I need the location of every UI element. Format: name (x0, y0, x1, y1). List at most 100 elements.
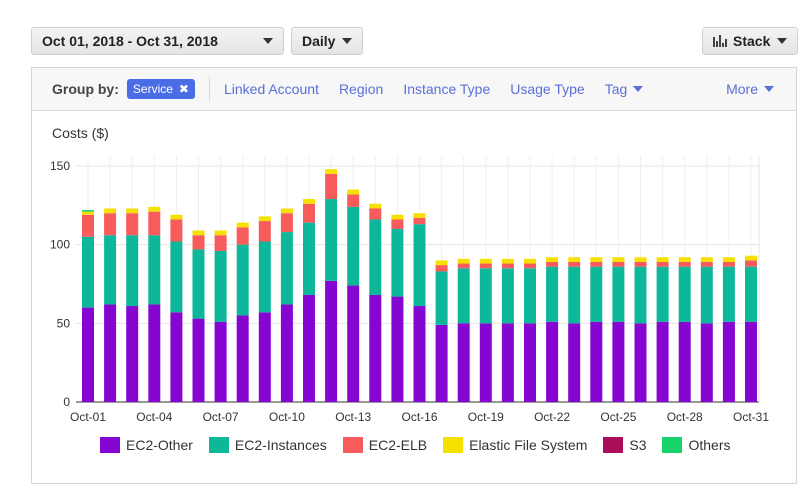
bar-segment (634, 323, 647, 402)
bar-segment (236, 227, 249, 245)
bar-segment (347, 206, 360, 286)
bar-segment (192, 249, 205, 319)
legend-item[interactable]: S3 (603, 437, 646, 453)
bar-segment (280, 213, 293, 233)
bar-segment (612, 266, 625, 322)
legend-item[interactable]: EC2-Instances (208, 437, 327, 453)
bar-segment (148, 206, 161, 212)
bar-segment (612, 257, 625, 262)
bar-segment (347, 194, 360, 207)
bar-segment (126, 208, 139, 214)
bar-segment (413, 213, 426, 218)
bar-segment (700, 323, 713, 402)
date-range-label: Oct 01, 2018 - Oct 31, 2018 (42, 33, 218, 49)
bar-segment (82, 211, 94, 215)
legend-label: EC2-Instances (234, 437, 327, 453)
bar-segment (104, 213, 117, 236)
bar-segment (148, 304, 161, 402)
chart-style-label: Stack (733, 33, 771, 49)
y-tick-label: 100 (50, 238, 70, 252)
group-by-chip-service[interactable]: Service ✖ (126, 79, 195, 99)
bar-segment (745, 321, 757, 402)
date-range-dropdown[interactable]: Oct 01, 2018 - Oct 31, 2018 (31, 27, 284, 55)
group-by-region[interactable]: Region (338, 81, 384, 97)
group-by-instance-type[interactable]: Instance Type (403, 81, 491, 97)
bar-segment (722, 261, 735, 267)
bar-segment (590, 257, 603, 262)
bar-segment (457, 258, 470, 264)
bar-segment (568, 323, 581, 402)
bar-segment (126, 235, 139, 307)
bar-segment (435, 271, 448, 325)
bar-segment (214, 250, 227, 322)
bar-segment (656, 266, 669, 322)
bar-segment (568, 261, 581, 267)
chart-style-dropdown[interactable]: Stack (702, 27, 798, 55)
legend-swatch (208, 437, 229, 453)
bar-segment (678, 257, 691, 262)
bar-segment (722, 257, 735, 262)
legend-swatch (100, 437, 120, 453)
x-tick-label: Oct-01 (70, 410, 106, 424)
close-icon[interactable]: ✖ (178, 82, 189, 96)
bar-segment (214, 235, 227, 251)
bar-segment (590, 266, 603, 322)
bar-segment (678, 261, 691, 267)
bar-segment (700, 257, 713, 262)
bar-segment (546, 321, 559, 402)
group-by-linked-account[interactable]: Linked Account (223, 81, 319, 97)
legend-item[interactable]: EC2-Other (100, 437, 193, 453)
more-dropdown[interactable]: More (726, 81, 774, 97)
bar-segment (479, 263, 492, 269)
legend-label: Others (688, 437, 731, 453)
bar-segment (501, 263, 514, 269)
bar-segment (369, 219, 382, 296)
bar-segment (192, 235, 205, 250)
bar-segment (214, 230, 227, 236)
chevron-down-icon (342, 38, 352, 44)
bar-segment (745, 266, 757, 322)
bar-segment (258, 216, 271, 222)
group-by-tag[interactable]: Tag (605, 81, 644, 97)
bar-segment (214, 321, 227, 402)
x-tick-label: Oct-04 (136, 410, 172, 424)
bar-segment (501, 258, 514, 264)
bar-segment (303, 295, 315, 402)
bar-segment (391, 296, 404, 402)
bar-segment (391, 214, 404, 220)
x-tick-label: Oct-22 (534, 410, 570, 424)
x-tick-label: Oct-13 (335, 410, 371, 424)
granularity-dropdown[interactable]: Daily (291, 27, 363, 55)
x-tick-label: Oct-28 (667, 410, 703, 424)
bar-segment (303, 203, 315, 223)
chevron-down-icon (764, 86, 774, 92)
legend-item[interactable]: Others (662, 437, 731, 453)
bar-segment (546, 266, 559, 322)
bar-segment (612, 261, 625, 267)
bar-segment (104, 304, 117, 402)
bar-segment (590, 321, 603, 402)
legend-item[interactable]: Elastic File System (443, 437, 587, 453)
x-tick-label: Oct-10 (269, 410, 305, 424)
bar-segment (104, 208, 117, 214)
bar-segment (170, 219, 183, 242)
bar-segment (745, 260, 757, 267)
bar-segment (82, 210, 94, 212)
bar-segment (303, 199, 315, 204)
bar-segment (170, 214, 183, 220)
bar-segment (634, 257, 647, 262)
legend-label: Elastic File System (469, 437, 588, 453)
chevron-down-icon (633, 86, 644, 92)
bar-segment (325, 173, 338, 200)
bar-segment (568, 257, 581, 262)
bar-segment (656, 321, 669, 402)
group-by-usage-type[interactable]: Usage Type (510, 81, 585, 97)
granularity-label: Daily (302, 33, 336, 49)
bar-segment (656, 261, 669, 267)
x-tick-label: Oct-16 (401, 410, 437, 424)
legend-item[interactable]: EC2-ELB (342, 437, 427, 453)
group-by-label: Group by: (52, 81, 119, 97)
bar-segment (413, 217, 426, 225)
bar-segment (435, 324, 448, 402)
bar-segment (479, 258, 492, 264)
